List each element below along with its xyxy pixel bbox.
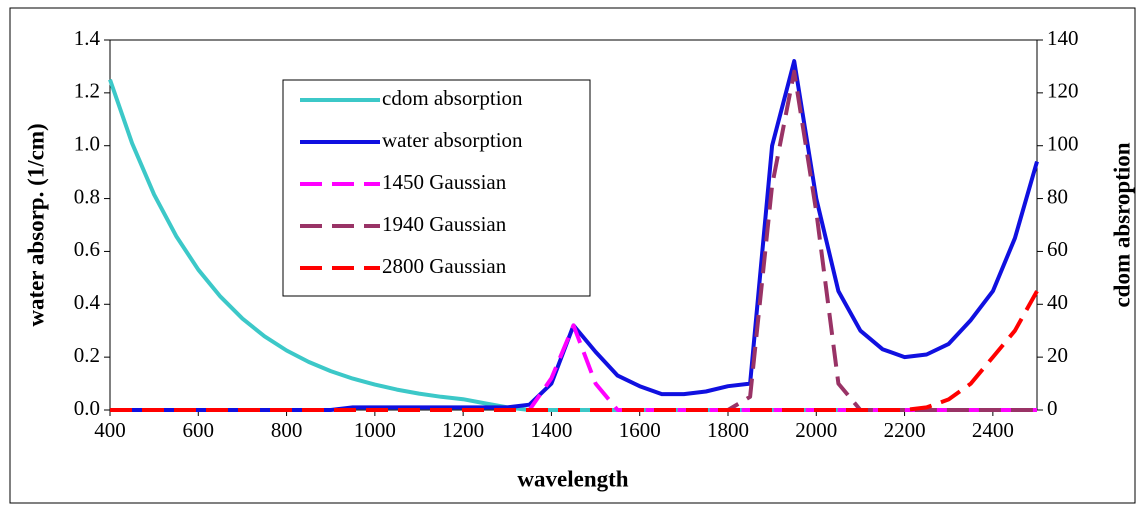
y-tick-label: 1.0: [74, 132, 100, 156]
y2-tick-label: 40: [1047, 290, 1068, 314]
y-axis-label: water absorp. (1/cm): [23, 123, 48, 326]
y-tick-label: 0.8: [74, 184, 100, 208]
y-tick-label: 1.4: [74, 26, 101, 50]
y-tick-label: 0.0: [74, 396, 100, 420]
x-tick-label: 1800: [707, 418, 749, 442]
y2-tick-label: 120: [1047, 79, 1079, 103]
y-tick-label: 0.4: [74, 290, 101, 314]
y2-tick-label: 0: [1047, 396, 1058, 420]
legend-label: 1940 Gaussian: [382, 212, 507, 236]
y-tick-label: 1.2: [74, 79, 100, 103]
y2-tick-label: 80: [1047, 184, 1068, 208]
x-tick-label: 1200: [442, 418, 484, 442]
x-tick-label: 2000: [795, 418, 837, 442]
x-tick-label: 2200: [884, 418, 926, 442]
x-axis-label: wavelength: [517, 466, 628, 491]
legend-label: 2800 Gaussian: [382, 254, 507, 278]
y-tick-label: 0.2: [74, 343, 100, 367]
y2-tick-label: 100: [1047, 132, 1079, 156]
y2-axis-label: cdom absroption: [1109, 142, 1134, 307]
y2-tick-label: 140: [1047, 26, 1079, 50]
y-tick-label: 0.6: [74, 237, 100, 261]
y2-tick-label: 20: [1047, 343, 1068, 367]
x-tick-label: 1000: [354, 418, 396, 442]
x-tick-label: 1400: [530, 418, 572, 442]
x-tick-label: 1600: [619, 418, 661, 442]
legend-label: cdom absorption: [382, 86, 523, 110]
legend-label: 1450 Gaussian: [382, 170, 507, 194]
x-tick-label: 800: [271, 418, 303, 442]
legend-box: [282, 79, 591, 297]
series-line: [110, 290, 1039, 412]
x-tick-label: 400: [94, 418, 126, 442]
x-tick-label: 2400: [972, 418, 1014, 442]
y2-tick-label: 60: [1047, 237, 1068, 261]
legend-label: water absorption: [382, 128, 523, 152]
x-tick-label: 600: [183, 418, 215, 442]
